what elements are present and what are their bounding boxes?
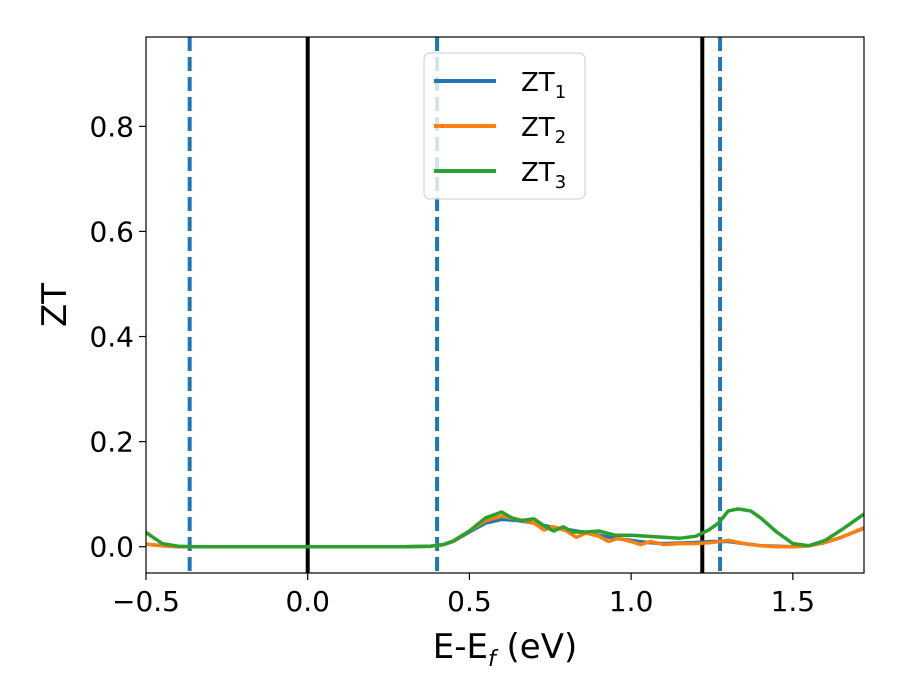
x-axis-label-unit: (eV) bbox=[496, 627, 578, 667]
y-tick-label: 0.2 bbox=[89, 426, 134, 459]
x-axis-ticks: −0.5 0.0 0.5 1.0 1.5 bbox=[112, 573, 815, 618]
x-tick-label: 1.5 bbox=[771, 585, 816, 618]
x-axis-label-main: E-E bbox=[433, 627, 488, 667]
y-axis-ticks: 0.0 0.2 0.4 0.6 0.8 bbox=[89, 110, 146, 564]
series-line-zt3 bbox=[146, 507, 864, 549]
y-tick-label: 0.6 bbox=[89, 215, 134, 248]
x-axis-label: E-Ef (eV) bbox=[433, 627, 578, 672]
legend-label-zt3: ZT3 bbox=[521, 158, 566, 193]
y-tick-label: 0.0 bbox=[89, 531, 134, 564]
x-tick-label: 1.0 bbox=[609, 585, 654, 618]
x-tick-label: 0.0 bbox=[285, 585, 330, 618]
legend-box bbox=[423, 52, 586, 200]
x-tick-label: 0.5 bbox=[447, 585, 492, 618]
y-tick-label: 0.8 bbox=[89, 110, 134, 143]
x-tick-label: −0.5 bbox=[112, 585, 180, 618]
axes-frame bbox=[145, 36, 865, 574]
legend-label-zt1: ZT1 bbox=[521, 68, 566, 103]
y-tick-label: 0.4 bbox=[89, 321, 134, 354]
y-axis-label: ZT bbox=[35, 283, 75, 327]
x-axis-label-subscript: f bbox=[488, 647, 499, 672]
legend: ZT1 ZT2 ZT3 bbox=[423, 52, 586, 200]
legend-label-zt2: ZT2 bbox=[521, 113, 566, 148]
